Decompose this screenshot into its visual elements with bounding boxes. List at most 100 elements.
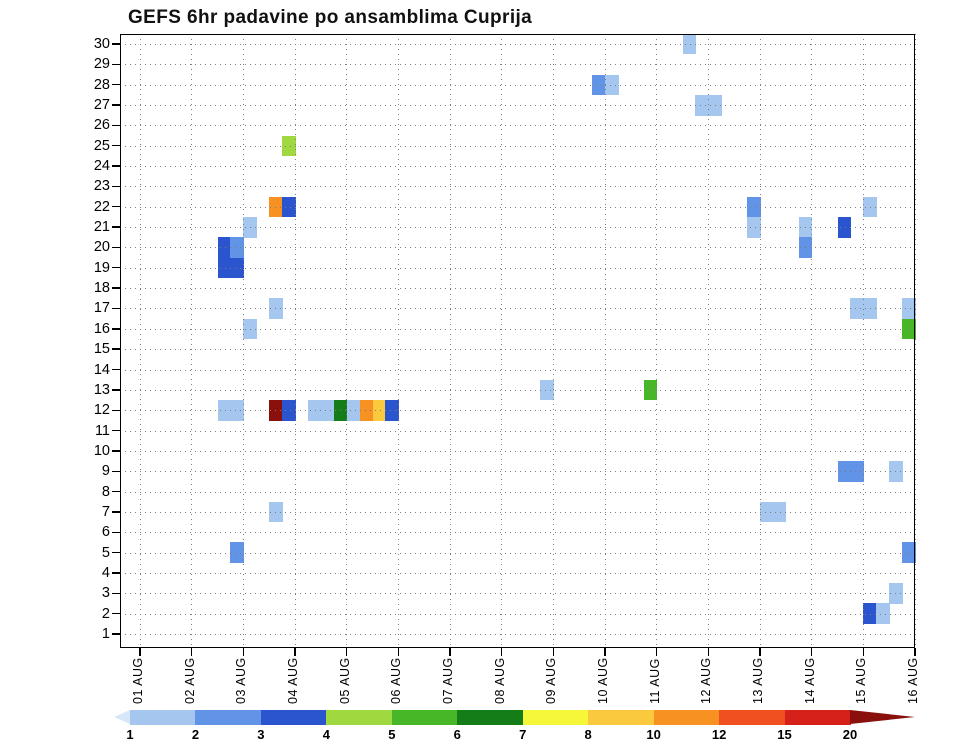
- grid-line-v: [139, 34, 141, 648]
- x-axis-tick-label: 03 AUG: [234, 657, 249, 704]
- legend-segment: [653, 710, 720, 725]
- grid-line-v: [346, 34, 348, 648]
- grid-line-v: [707, 34, 709, 648]
- grid-line-h: [120, 552, 915, 554]
- y-axis-tick-label: 15: [93, 341, 110, 358]
- y-axis-tick-label: 20: [93, 239, 110, 256]
- grid-line-h: [120, 125, 915, 127]
- grid-line-v: [242, 34, 244, 648]
- grid-line-h: [120, 288, 915, 290]
- y-axis-tick: [112, 307, 120, 310]
- grid-line-h: [120, 145, 915, 147]
- grid-line-h: [120, 247, 915, 249]
- grid-line-h: [120, 593, 915, 595]
- y-axis-tick: [112, 246, 120, 249]
- legend-threshold-label: 10: [646, 727, 661, 742]
- grid-line-h: [120, 613, 915, 615]
- y-axis-tick: [112, 43, 120, 45]
- y-axis-tick: [112, 104, 120, 106]
- y-axis-tick-label: 25: [93, 137, 110, 154]
- legend-threshold-label: 6: [453, 727, 461, 742]
- y-axis-tick-label: 24: [93, 158, 110, 175]
- legend-segment: [784, 710, 851, 725]
- grid-line-h: [120, 105, 915, 107]
- x-axis-tick: [552, 648, 555, 656]
- y-axis-tick-label: 13: [93, 381, 110, 398]
- grid-line-h: [120, 572, 915, 574]
- y-axis-tick: [112, 450, 120, 452]
- grid-line-v: [914, 34, 916, 648]
- grid-line-h: [120, 44, 915, 45]
- y-axis-tick-label: 18: [93, 280, 110, 297]
- x-axis-tick: [242, 648, 245, 656]
- legend-segment: [260, 710, 327, 725]
- y-axis-tick-label: 29: [93, 56, 110, 73]
- y-axis-tick: [112, 612, 120, 615]
- x-axis-tick: [294, 648, 296, 656]
- y-axis-tick: [112, 348, 120, 350]
- y-axis-tick: [112, 633, 120, 635]
- x-axis-tick-label: 09 AUG: [544, 657, 559, 704]
- legend-segment: [130, 710, 197, 725]
- legend-threshold-label: 8: [584, 727, 592, 742]
- grid-line-h: [120, 227, 915, 229]
- y-axis-tick-label: 1: [101, 626, 110, 642]
- y-axis-tick: [112, 429, 120, 432]
- legend-segment: [391, 710, 458, 725]
- y-axis-tick-label: 22: [93, 198, 110, 215]
- y-axis-tick: [112, 592, 120, 594]
- x-axis-tick-label: 06 AUG: [389, 657, 404, 704]
- x-axis-tick-label: 01 AUG: [131, 657, 145, 704]
- x-axis-tick: [759, 648, 761, 656]
- x-axis-tick-label: 05 AUG: [337, 657, 352, 704]
- grid-line-h: [120, 328, 915, 330]
- x-axis-tick-label: 13 AUG: [751, 657, 765, 704]
- y-axis-tick-label: 7: [101, 503, 110, 520]
- y-axis-tick-label: 21: [93, 219, 110, 236]
- x-axis-tick: [397, 648, 400, 656]
- y-axis-tick: [112, 389, 120, 391]
- x-axis-tick-label: 11 AUG: [647, 658, 662, 704]
- grid-line-h: [120, 84, 915, 86]
- grid-line-h: [120, 308, 915, 310]
- y-axis-tick-label: 11: [94, 422, 110, 439]
- legend-arrow-right: [850, 710, 915, 724]
- y-axis-tick-label: 23: [93, 178, 110, 195]
- y-axis-tick: [112, 83, 120, 86]
- x-axis-tick-label: 16 AUG: [906, 657, 920, 704]
- y-axis-tick-label: 12: [93, 402, 110, 419]
- y-axis-tick-label: 16: [93, 320, 110, 337]
- y-axis-tick: [112, 572, 120, 574]
- y-axis-tick: [112, 124, 120, 127]
- grid-line-h: [120, 410, 915, 412]
- x-axis-tick: [139, 648, 141, 656]
- x-axis-tick: [810, 648, 813, 656]
- grid-line-v: [811, 34, 813, 648]
- x-axis-tick: [914, 648, 916, 656]
- y-axis-tick-label: 3: [101, 585, 110, 602]
- legend-threshold-label: 3: [257, 727, 265, 742]
- grid-line-v: [397, 34, 399, 648]
- y-axis-tick-label: 28: [93, 76, 110, 93]
- x-axis-tick-label: 04 AUG: [286, 657, 300, 704]
- y-axis-tick: [112, 165, 120, 167]
- grid-line-v: [552, 34, 554, 648]
- grid-line-h: [120, 64, 915, 66]
- grid-line-h: [120, 186, 915, 188]
- grid-line-h: [120, 166, 915, 168]
- x-axis-tick-label: 08 AUG: [492, 657, 507, 704]
- legend-threshold-label: 7: [519, 727, 527, 742]
- y-axis-tick-label: 2: [101, 605, 110, 622]
- legend-segment: [457, 710, 524, 725]
- x-axis-tick-label: 07 AUG: [441, 657, 455, 704]
- x-axis-tick: [190, 648, 193, 656]
- grid-line-v: [656, 34, 658, 648]
- y-axis-tick: [112, 328, 120, 330]
- legend-threshold-label: 5: [388, 727, 396, 742]
- y-axis-tick: [112, 490, 120, 493]
- x-axis-tick-label: 10 AUG: [596, 657, 610, 704]
- grid-line-h: [120, 349, 915, 351]
- legend-threshold-label: 2: [191, 727, 200, 742]
- y-axis-tick-label: 4: [101, 564, 110, 581]
